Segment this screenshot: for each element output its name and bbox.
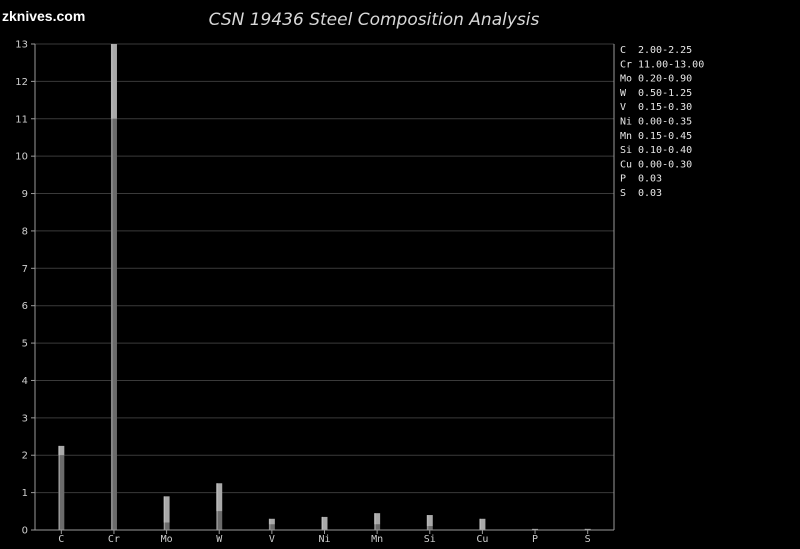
legend-range-V: 0.15-0.30 [638,102,692,113]
x-tick-label-C: C [58,534,64,545]
bar-range-V [268,518,275,525]
bar-range-P [532,528,539,530]
bar-range-Cr [110,44,117,119]
bar-range-Mn [374,513,381,525]
legend-range-Cu: 0.00-0.30 [638,159,692,170]
y-tick-label: 11 [15,114,28,125]
bar-range-Si [426,515,433,527]
x-tick-label-W: W [216,534,223,545]
y-tick-label: 9 [22,189,28,200]
y-tick-label: 4 [22,376,28,387]
x-axis-ticks: C Cr Mo W V Ni Mn Si Cu P S [58,530,591,545]
legend-range-P: 0.03 [638,174,662,185]
legend-element-V: V [620,102,626,113]
x-tick-label-Si: Si [424,534,436,545]
bar-range-W [216,483,223,512]
bar-min-Mo [163,522,170,530]
legend-element-Mn: Mn [620,131,632,142]
legend-range-Mn: 0.15-0.45 [638,131,692,142]
legend-range-W: 0.50-1.25 [638,88,692,99]
bar-min-Cr [110,118,117,531]
bar-min-V [268,524,275,530]
legend-range-Si: 0.10-0.40 [638,145,692,156]
legend-range-Ni: 0.00-0.35 [638,117,692,128]
x-tick-label-P: P [532,534,538,545]
x-tick-label-Cu: Cu [476,534,488,545]
bar-min-W [216,511,223,530]
bar-range-C [58,445,65,456]
legend-range-Mo: 0.20-0.90 [638,74,692,85]
legend-element-C: C [620,45,626,56]
y-tick-label: 2 [22,451,28,462]
x-tick-label-V: V [269,534,275,545]
y-tick-label: 10 [15,152,28,163]
y-tick-label: 6 [22,301,28,312]
x-tick-label-Ni: Ni [318,534,330,545]
legend-element-Mo: Mo [620,74,632,85]
chart-title: CSN 19436 Steel Composition Analysis [209,10,540,30]
bar-min-C [58,455,65,530]
y-tick-label: 0 [22,526,28,537]
bar-min-Mn [374,524,381,530]
x-tick-label-Cr: Cr [108,534,120,545]
x-tick-label-S: S [585,534,591,545]
legend-element-W: W [620,88,627,99]
bar-range-Ni [321,516,328,530]
bar-range-S [584,528,591,530]
bar-range-Mo [163,496,170,523]
bar-min-Si [426,526,433,530]
y-tick-label: 12 [15,77,28,88]
legend-element-Cr: Cr [620,59,632,70]
x-tick-label-Mn: Mn [371,534,383,545]
y-tick-label: 5 [22,339,28,350]
legend-element-Si: Si [620,145,632,156]
legend-element-Ni: Ni [620,117,632,128]
y-tick-label: 13 [15,40,28,51]
x-tick-label-Mo: Mo [161,534,173,545]
gridlines [35,43,614,494]
legend-range-C: 2.00-2.25 [638,45,692,56]
y-tick-label: 7 [22,264,28,275]
site-logo: zknives.com [2,8,85,24]
y-tick-label: 8 [22,226,28,237]
bars [58,44,591,531]
legend-range-S: 0.03 [638,188,662,199]
legend: C 2.00-2.25 Cr 11.00-13.00 Mo 0.20-0.90 W 0.50-… [620,45,704,199]
bar-range-Cu [479,518,486,530]
legend-element-P: P [620,174,626,185]
y-tick-label: 3 [22,413,28,424]
legend-range-Cr: 11.00-13.00 [638,59,704,70]
legend-element-Cu: Cu [620,159,632,170]
legend-element-S: S [620,188,626,199]
y-tick-label: 1 [22,488,28,499]
